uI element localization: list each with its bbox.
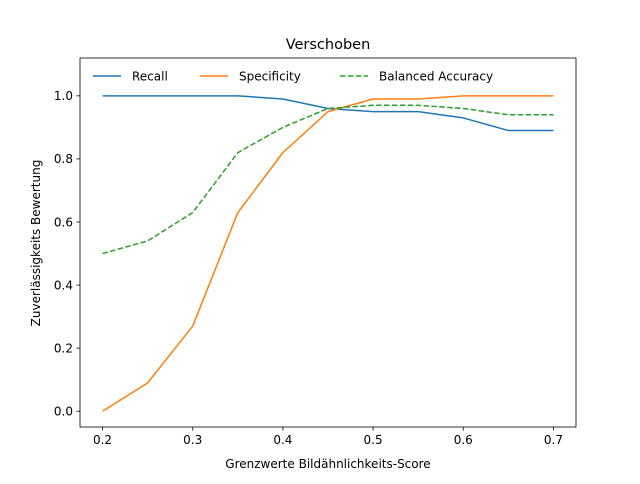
x-axis-label: Grenzwerte Bildähnlichkeits-Score [225, 457, 430, 471]
chart-title: Verschoben [286, 37, 371, 53]
series-line-2 [102, 95, 554, 412]
y-axis-label: Zuverlässigkeits Bewertung [29, 160, 43, 327]
y-tick-label-1: 0.0 [54, 405, 73, 419]
plot-frame [79, 57, 577, 428]
legend: Recall Specificity Balanced Accuracy [93, 69, 493, 83]
plot-area: 0.2 0.3 0.4 0.5 0.6 0.7 0.0 0.2 0.4 0.6 0.8 1.0 [54, 57, 577, 447]
y-tick-label-3: 0.4 [54, 278, 73, 292]
y-tick-label-5: 0.8 [54, 152, 73, 166]
series-line-1 [102, 95, 554, 132]
y-tick-label-2: 0.2 [54, 341, 73, 355]
legend-label-2: Specificity [239, 69, 301, 83]
y-tick-label-6: 1.0 [54, 89, 73, 103]
series-line-3 [102, 104, 554, 255]
x-tick-label-3: 0.4 [273, 433, 292, 447]
x-tick-label-1: 0.2 [93, 433, 112, 447]
x-tick-label-4: 0.5 [364, 433, 383, 447]
legend-label-1: Recall [132, 69, 168, 83]
x-tick-label-6: 0.7 [544, 433, 563, 447]
x-tick-label-5: 0.6 [454, 433, 473, 447]
y-tick-label-4: 0.6 [54, 215, 73, 229]
legend-label-3: Balanced Accuracy [379, 69, 493, 83]
x-tick-label-2: 0.3 [183, 433, 202, 447]
